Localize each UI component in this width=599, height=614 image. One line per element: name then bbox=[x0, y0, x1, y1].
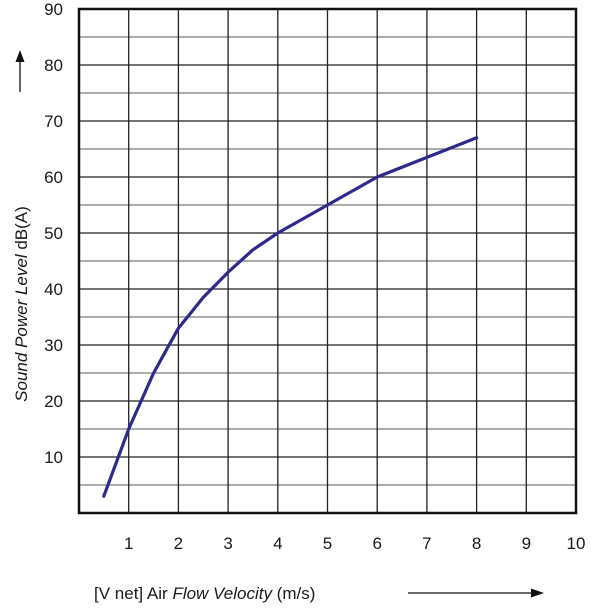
x-arrow-head bbox=[531, 588, 544, 598]
x-tick-label: 8 bbox=[472, 534, 481, 553]
x-tick-label: 2 bbox=[174, 534, 183, 553]
y-arrow-head bbox=[15, 50, 25, 62]
x-axis-title-emphasis: Flow Velocity bbox=[172, 584, 273, 603]
y-tick-label: 70 bbox=[44, 112, 63, 131]
x-tick-label: 9 bbox=[522, 534, 531, 553]
y-tick-labels: 10 20 30 40 50 60 70 80 90 bbox=[44, 0, 63, 467]
x-tick-label: 3 bbox=[223, 534, 232, 553]
x-tick-label: 5 bbox=[323, 534, 332, 553]
y-tick-label: 50 bbox=[44, 224, 63, 243]
x-tick-label: 7 bbox=[422, 534, 431, 553]
y-axis-title-unit: dB(A) bbox=[12, 206, 31, 254]
x-axis-arrow bbox=[408, 588, 544, 598]
x-tick-label: 4 bbox=[273, 534, 282, 553]
y-axis-title-emphasis: Sound Power Level bbox=[12, 253, 31, 402]
x-axis-title-unit: (m/s) bbox=[272, 584, 315, 603]
x-tick-label: 1 bbox=[124, 534, 133, 553]
plot-frame bbox=[77, 7, 578, 515]
y-axis-arrow bbox=[15, 50, 25, 92]
series-group bbox=[102, 136, 479, 498]
y-tick-label: 90 bbox=[44, 0, 63, 19]
series-line bbox=[102, 136, 479, 498]
y-tick-label: 20 bbox=[44, 392, 63, 411]
y-tick-label: 60 bbox=[44, 168, 63, 187]
y-tick-label: 40 bbox=[44, 280, 63, 299]
x-tick-label: 10 bbox=[567, 534, 586, 553]
y-tick-label: 80 bbox=[44, 56, 63, 75]
x-tick-label: 6 bbox=[372, 534, 381, 553]
x-axis-title-prefix: [V net] Air bbox=[94, 584, 172, 603]
x-tick-labels: 1 2 3 4 5 6 7 8 9 10 bbox=[124, 534, 585, 553]
y-tick-label: 10 bbox=[44, 448, 63, 467]
grid bbox=[79, 8, 577, 514]
y-axis-title: Sound Power Level dB(A) bbox=[12, 206, 31, 402]
x-axis-title: [V net] Air Flow Velocity (m/s) bbox=[94, 584, 315, 603]
y-tick-label: 30 bbox=[44, 336, 63, 355]
